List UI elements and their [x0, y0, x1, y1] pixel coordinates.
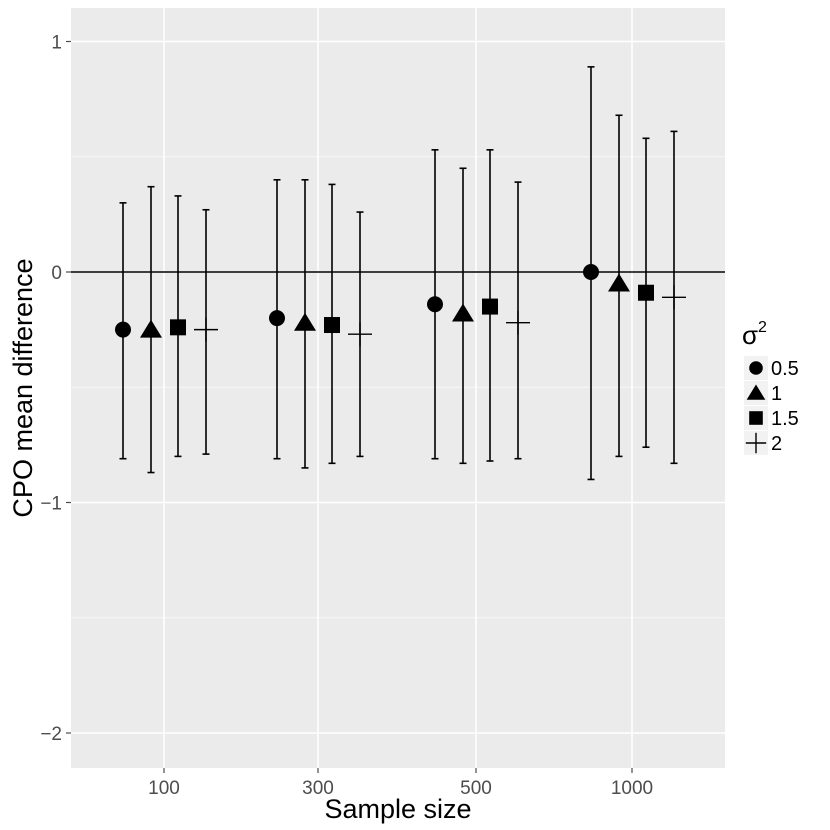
x-tick-label: 300 — [302, 778, 334, 799]
legend-item: 2 — [744, 431, 782, 455]
plot-panel — [71, 8, 725, 768]
data-point-square — [324, 317, 340, 334]
data-point-cross — [506, 310, 530, 335]
legend-title-superscript: 2 — [758, 319, 767, 336]
data-point-triangle — [140, 319, 162, 338]
legend-item: 1 — [744, 381, 782, 405]
legend-key-triangle — [746, 384, 766, 400]
data-point-square — [638, 284, 654, 301]
x-tick-label: 1000 — [611, 778, 653, 799]
y-tick-label: −2 — [40, 724, 62, 745]
data-point-cross — [662, 285, 686, 310]
legend-item: 0.5 — [744, 356, 799, 380]
legend-key-cross — [745, 432, 767, 454]
data-point-circle — [427, 296, 443, 313]
data-point-square — [482, 298, 498, 315]
data-point-triangle — [452, 303, 474, 322]
y-axis-title: CPO mean difference — [8, 258, 38, 517]
legend-item: 1.5 — [744, 406, 799, 430]
data-point-triangle — [294, 312, 316, 331]
legend: σ2 0.5 1 1.5 2 — [742, 319, 799, 455]
data-point-triangle — [608, 273, 630, 292]
y-tick-label: −1 — [40, 494, 62, 515]
legend-label: 0.5 — [771, 358, 799, 380]
y-tick-label: 0 — [51, 263, 62, 284]
data-point-cross — [194, 317, 218, 342]
data-point-cross — [348, 322, 372, 347]
legend-items: 0.5 1 1.5 2 — [744, 356, 799, 455]
x-axis-title: Sample size — [324, 794, 471, 824]
data-point-circle — [269, 310, 285, 327]
points — [115, 264, 686, 347]
legend-title: σ2 — [742, 319, 767, 350]
legend-key-square — [749, 411, 763, 425]
legend-label: 2 — [771, 433, 782, 455]
legend-label: 1.5 — [771, 408, 799, 430]
data-point-circle — [583, 264, 599, 280]
x-tick-label: 100 — [148, 778, 180, 799]
grid-minor — [71, 156, 725, 619]
data-point-square — [170, 319, 186, 336]
legend-label: 1 — [771, 383, 782, 405]
y-axis: 1 0 −1 −2 — [40, 33, 71, 745]
x-tick-label: 500 — [460, 778, 492, 799]
data-point-circle — [115, 321, 131, 338]
y-tick-label: 1 — [51, 33, 62, 54]
x-axis: 100 300 500 1000 — [148, 768, 653, 799]
legend-key-circle — [749, 361, 763, 375]
